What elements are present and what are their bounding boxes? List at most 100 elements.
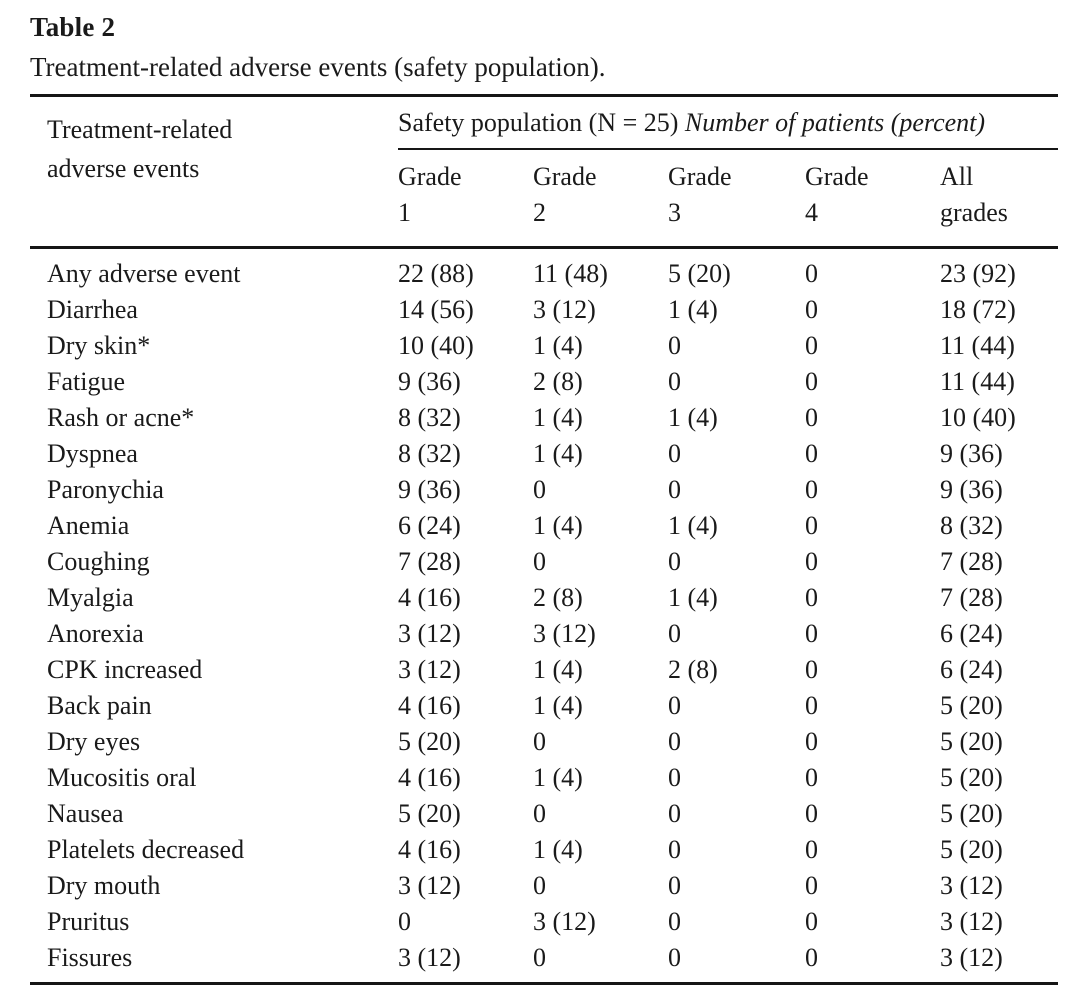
cell-grade-3: 1 (4) <box>668 510 718 540</box>
cell-grade-3: 1 (4) <box>668 402 718 432</box>
cell-grade-4: 0 <box>805 726 818 756</box>
cell-grade-2: 1 (4) <box>533 438 583 468</box>
cell-all-grades: 3 (12) <box>940 906 1003 936</box>
cell-all-grades: 9 (36) <box>940 438 1003 468</box>
table-row: Any adverse event 22 (88) 11 (48) 5 (20)… <box>30 247 1058 292</box>
cell-grade-4: 0 <box>805 762 818 792</box>
cell-grade-4: 0 <box>805 654 818 684</box>
cell-grade-4: 0 <box>805 582 818 612</box>
table-body: Any adverse event 22 (88) 11 (48) 5 (20)… <box>30 247 1058 983</box>
cell-all-grades: 5 (20) <box>940 798 1003 828</box>
cell-event: Fissures <box>47 942 133 972</box>
cell-grade-3: 0 <box>668 618 681 648</box>
cell-event: Mucositis oral <box>47 762 197 792</box>
cell-grade-3: 1 (4) <box>668 582 718 612</box>
column-header-grade-4-line1: Grade <box>805 162 869 191</box>
cell-grade-3: 0 <box>668 366 681 396</box>
table-row: Fissures 3 (12) 0 0 0 3 (12) <box>30 940 1058 984</box>
cell-event: Dry eyes <box>47 726 141 756</box>
table-row: Anemia 6 (24) 1 (4) 1 (4) 0 8 (32) <box>30 508 1058 544</box>
cell-grade-1: 0 <box>398 906 411 936</box>
table-header: Treatment-related adverse events Safety … <box>30 95 1059 249</box>
cell-event: Paronychia <box>47 474 164 504</box>
cell-all-grades: 11 (44) <box>940 366 1015 396</box>
cell-grade-2: 3 (12) <box>533 294 596 324</box>
column-header-grade-4-line2: 4 <box>805 197 818 227</box>
cell-event: Diarrhea <box>47 294 138 324</box>
cell-all-grades: 6 (24) <box>940 618 1003 648</box>
cell-all-grades: 9 (36) <box>940 474 1003 504</box>
cell-grade-4: 0 <box>805 438 818 468</box>
cell-grade-2: 1 (4) <box>533 762 583 792</box>
cell-grade-3: 0 <box>668 330 681 360</box>
cell-grade-1: 5 (20) <box>398 726 461 756</box>
cell-grade-1: 9 (36) <box>398 366 461 396</box>
cell-grade-1: 8 (32) <box>398 402 461 432</box>
cell-grade-4: 0 <box>805 618 818 648</box>
table-row: Mucositis oral 4 (16) 1 (4) 0 0 5 (20) <box>30 760 1058 796</box>
cell-grade-1: 8 (32) <box>398 438 461 468</box>
cell-grade-4: 0 <box>805 510 818 540</box>
cell-grade-3: 2 (8) <box>668 654 718 684</box>
table-row: CPK increased 3 (12) 1 (4) 2 (8) 0 6 (24… <box>30 652 1058 688</box>
cell-grade-4: 0 <box>805 942 818 972</box>
cell-grade-2: 0 <box>533 474 546 504</box>
cell-grade-4: 0 <box>805 546 818 576</box>
table-row: Dry skin* 10 (40) 1 (4) 0 0 11 (44) <box>30 328 1058 364</box>
cell-all-grades: 10 (40) <box>940 402 1016 432</box>
cell-grade-3: 0 <box>668 438 681 468</box>
cell-all-grades: 11 (44) <box>940 330 1015 360</box>
cell-grade-1: 22 (88) <box>398 258 474 288</box>
span-header: Safety population (N = 25) Number of pat… <box>398 95 1059 150</box>
cell-event: Dry skin* <box>47 330 151 360</box>
cell-event: Coughing <box>47 546 150 576</box>
cell-grade-2: 11 (48) <box>533 258 608 288</box>
grade-header-row: Grade 1 Grade 2 Grade 3 Grade 4 All gr <box>30 149 1059 249</box>
cell-event: Platelets decreased <box>47 834 245 864</box>
cell-grade-4: 0 <box>805 366 818 396</box>
cell-grade-4: 0 <box>805 834 818 864</box>
cell-grade-4: 0 <box>805 906 818 936</box>
cell-grade-1: 6 (24) <box>398 510 461 540</box>
cell-grade-4: 0 <box>805 474 818 504</box>
cell-grade-1: 5 (20) <box>398 798 461 828</box>
column-header-grade-4: Grade 4 <box>805 149 940 249</box>
cell-event: Pruritus <box>47 906 130 936</box>
table-row: Fatigue 9 (36) 2 (8) 0 0 11 (44) <box>30 364 1058 400</box>
cell-grade-1: 3 (12) <box>398 942 461 972</box>
cell-grade-2: 0 <box>533 798 546 828</box>
row-group-header-line1: Treatment-related <box>47 115 233 144</box>
cell-grade-3: 0 <box>668 690 681 720</box>
row-group-header-line2: adverse events <box>47 154 200 183</box>
cell-grade-2: 1 (4) <box>533 330 583 360</box>
cell-grade-3: 0 <box>668 798 681 828</box>
table-row: Back pain 4 (16) 1 (4) 0 0 5 (20) <box>30 688 1058 724</box>
row-group-header: Treatment-related adverse events <box>30 95 398 249</box>
cell-grade-4: 0 <box>805 402 818 432</box>
cell-event: Back pain <box>47 690 152 720</box>
cell-grade-1: 4 (16) <box>398 690 461 720</box>
cell-event: Fatigue <box>47 366 125 396</box>
cell-grade-4: 0 <box>805 870 818 900</box>
cell-grade-1: 3 (12) <box>398 654 461 684</box>
cell-grade-3: 0 <box>668 942 681 972</box>
column-header-grade-2-line2: 2 <box>533 197 546 227</box>
cell-grade-1: 3 (12) <box>398 870 461 900</box>
table-row: Dry eyes 5 (20) 0 0 0 5 (20) <box>30 724 1058 760</box>
column-header-grade-1-line1: Grade <box>398 162 462 191</box>
column-header-grade-3: Grade 3 <box>668 149 805 249</box>
cell-all-grades: 18 (72) <box>940 294 1016 324</box>
cell-grade-3: 1 (4) <box>668 294 718 324</box>
table-row: Platelets decreased 4 (16) 1 (4) 0 0 5 (… <box>30 832 1058 868</box>
adverse-events-table: Treatment-related adverse events Safety … <box>30 94 1059 985</box>
cell-grade-2: 0 <box>533 942 546 972</box>
table-row: Dry mouth 3 (12) 0 0 0 3 (12) <box>30 868 1058 904</box>
column-header-grade-1-line2: 1 <box>398 197 411 227</box>
cell-grade-2: 0 <box>533 726 546 756</box>
cell-grade-3: 0 <box>668 906 681 936</box>
cell-event: Dry mouth <box>47 870 161 900</box>
cell-grade-2: 1 (4) <box>533 510 583 540</box>
cell-grade-2: 3 (12) <box>533 618 596 648</box>
cell-all-grades: 5 (20) <box>940 834 1003 864</box>
cell-event: Anorexia <box>47 618 144 648</box>
